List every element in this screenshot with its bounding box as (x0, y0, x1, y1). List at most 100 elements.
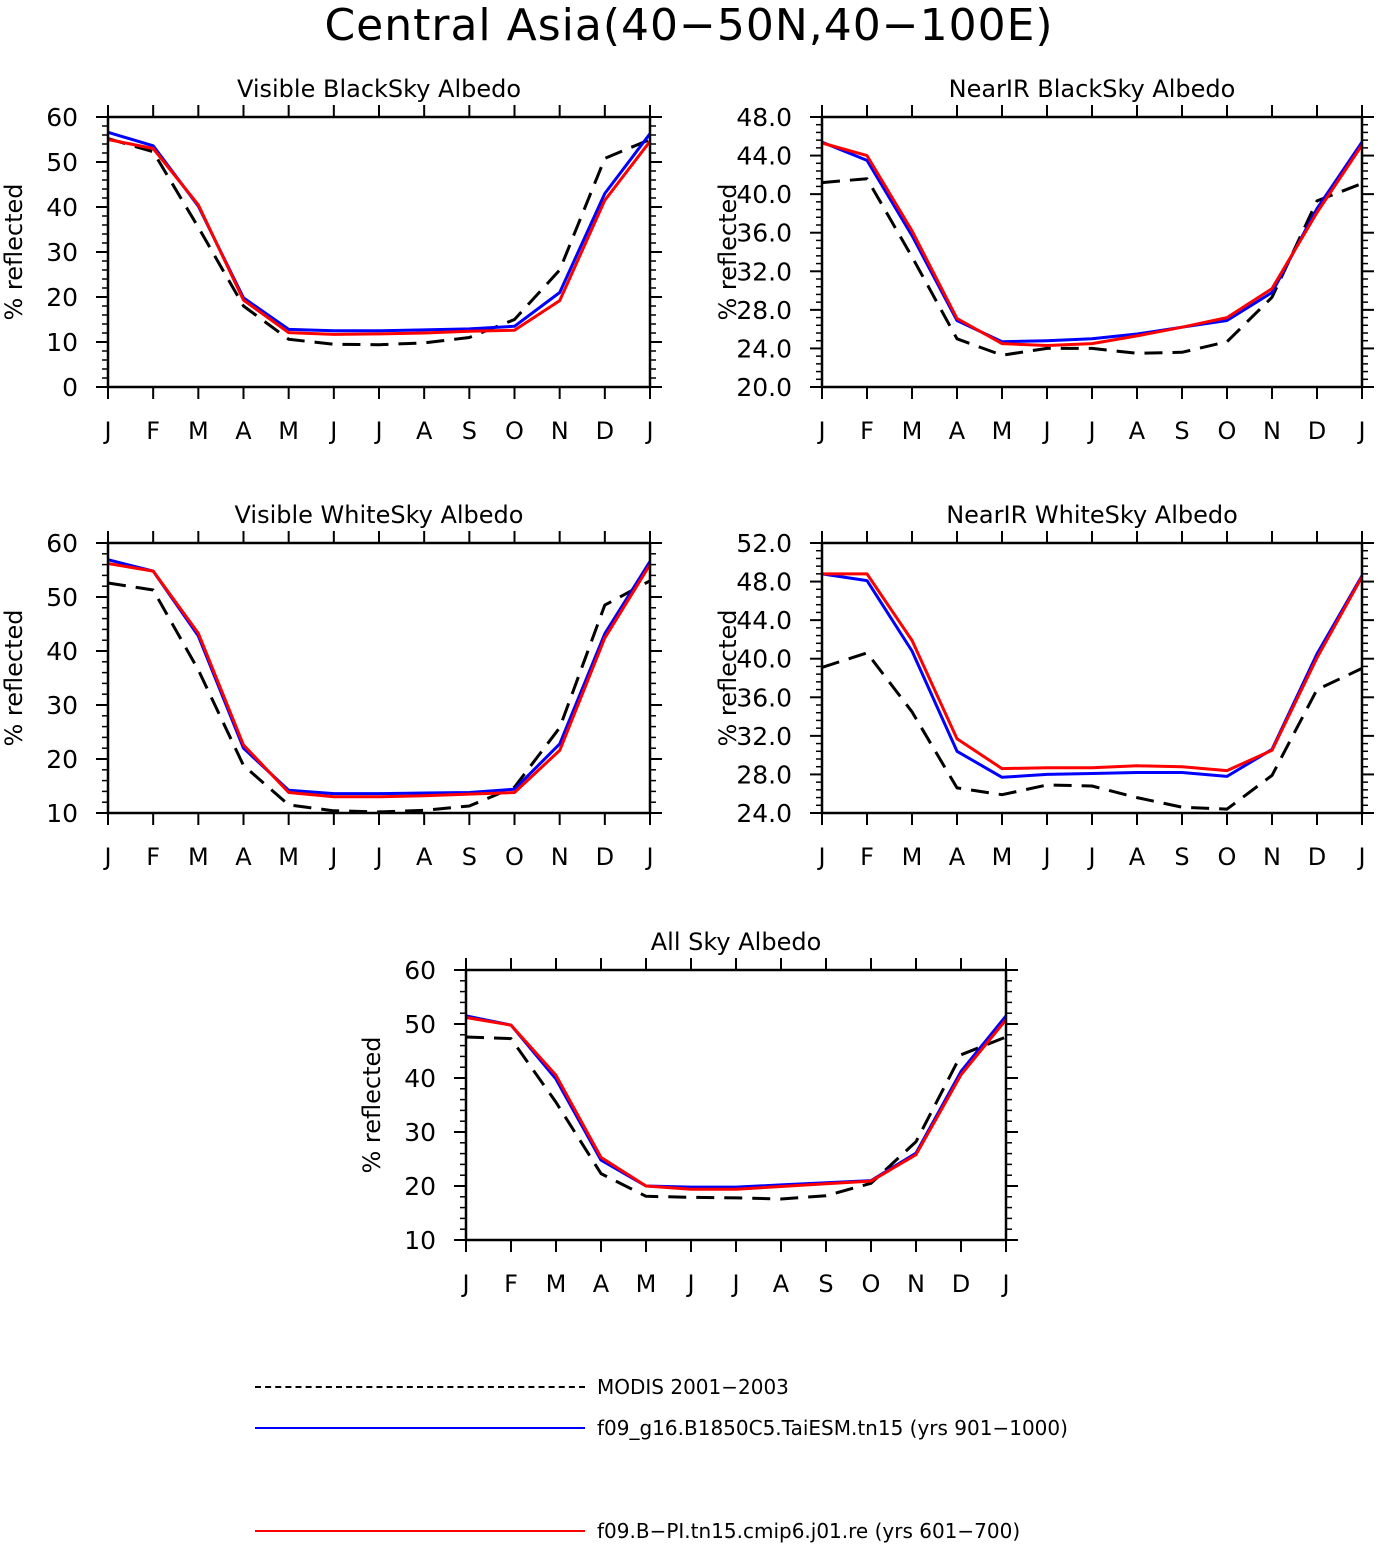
x-tick-label: N (907, 1270, 925, 1298)
y-tick-label: 60 (404, 956, 436, 985)
legend-label-modis: MODIS 2001−2003 (597, 1375, 789, 1399)
y-tick-label: 44.0 (736, 606, 792, 635)
y-tick-label: 10 (404, 1226, 436, 1255)
x-tick-label: A (235, 843, 252, 871)
series-line-cmip6 (107, 562, 652, 799)
legend-label-cmip6: f09.B−PI.tn15.cmip6.j01.re (yrs 601−700) (597, 1519, 1021, 1543)
y-tick-label: 10 (46, 328, 78, 357)
x-tick-label: O (505, 843, 524, 871)
plot-frame (820, 115, 1364, 389)
x-tick-label: F (860, 417, 874, 445)
x-tick-label: J (460, 1270, 469, 1298)
plot-frame (820, 541, 1364, 815)
x-tick-label: J (1041, 417, 1050, 445)
x-tick-label: D (1308, 417, 1326, 445)
x-tick-label: J (644, 417, 653, 445)
x-tick-label: O (1218, 417, 1237, 445)
y-tick-label: 24.0 (736, 334, 792, 363)
x-tick-label: J (644, 843, 653, 871)
series-line-taiesm (465, 1014, 1008, 1189)
y-axis-label: % reflected (0, 609, 28, 746)
x-tick-label: J (328, 843, 337, 871)
series-line-cmip6 (465, 1016, 1008, 1191)
y-tick-label: 48.0 (736, 568, 792, 597)
series-line-cmip6 (822, 572, 1364, 773)
x-tick-label: A (416, 417, 433, 445)
x-tick-label: M (992, 417, 1013, 445)
y-tick-label: 30 (46, 691, 78, 720)
x-tick-label: F (504, 1270, 518, 1298)
series-line-taiesm (107, 558, 652, 796)
y-tick-label: 0 (62, 373, 78, 402)
x-tick-label: A (949, 843, 966, 871)
y-tick-label: 20.0 (736, 373, 792, 402)
x-tick-label: A (1129, 843, 1146, 871)
x-tick-label: J (1086, 843, 1095, 871)
series-line-modis (107, 579, 651, 814)
legend-label-taiesm: f09_g16.B1850C5.TaiESM.tn15 (yrs 901−100… (597, 1416, 1068, 1440)
x-tick-label: D (596, 417, 614, 445)
x-tick-label: N (551, 417, 569, 445)
y-tick-label: 20 (46, 745, 78, 774)
series-line-modis (465, 1035, 1007, 1201)
x-tick-label: O (505, 417, 524, 445)
y-tick-label: 40 (404, 1064, 436, 1093)
x-tick-label: M (902, 843, 923, 871)
x-tick-label: J (102, 843, 111, 871)
x-tick-label: J (1041, 843, 1050, 871)
x-tick-label: S (1174, 843, 1189, 871)
x-tick-label: J (816, 417, 825, 445)
chart-title: NearIR WhiteSky Albedo (946, 501, 1238, 529)
page-title: Central Asia(40−50N,40−100E) (324, 0, 1054, 51)
chart-title: Visible WhiteSky Albedo (235, 501, 524, 529)
plot-frame (464, 968, 1008, 1242)
x-tick-label: N (1263, 417, 1281, 445)
y-tick-label: 44.0 (736, 142, 792, 171)
y-tick-label: 40.0 (736, 180, 792, 209)
y-tick-label: 20 (46, 283, 78, 312)
x-tick-label: J (685, 1270, 694, 1298)
series-line-taiesm (821, 572, 1364, 779)
y-axis-label: % reflected (0, 183, 28, 320)
y-tick-label: 28.0 (736, 296, 792, 325)
chart-title: NearIR BlackSky Albedo (949, 75, 1236, 103)
x-tick-label: J (373, 417, 382, 445)
series-line-taiesm (107, 130, 652, 333)
series-line-cmip6 (821, 141, 1364, 347)
y-tick-label: 20 (404, 1172, 436, 1201)
legend-line-modis (255, 1386, 585, 1388)
y-tick-label: 60 (46, 529, 78, 558)
x-tick-label: J (1000, 1270, 1009, 1298)
x-tick-label: J (1086, 417, 1095, 445)
y-tick-label: 50 (404, 1010, 436, 1039)
x-tick-label: O (1218, 843, 1237, 871)
y-tick-label: 10 (46, 799, 78, 828)
y-tick-label: 60 (46, 103, 78, 132)
y-tick-label: 40.0 (736, 645, 792, 674)
y-tick-label: 48.0 (736, 103, 792, 132)
plot-frame (106, 115, 652, 389)
x-tick-label: A (773, 1270, 790, 1298)
y-tick-label: 32.0 (736, 257, 792, 286)
x-tick-label: N (1263, 843, 1281, 871)
x-tick-label: J (730, 1270, 739, 1298)
series-line-taiesm (821, 140, 1364, 344)
y-axis-label: % reflected (714, 183, 742, 320)
x-tick-label: M (636, 1270, 657, 1298)
series-line-modis (107, 137, 651, 347)
chart-title: All Sky Albedo (651, 928, 822, 956)
y-tick-label: 28.0 (736, 760, 792, 789)
x-tick-label: M (546, 1270, 567, 1298)
x-tick-label: J (1356, 843, 1365, 871)
legend-line-cmip6 (255, 1530, 585, 1532)
x-tick-label: F (146, 843, 160, 871)
x-tick-label: M (188, 417, 209, 445)
x-tick-label: S (1174, 417, 1189, 445)
y-tick-label: 40 (46, 193, 78, 222)
